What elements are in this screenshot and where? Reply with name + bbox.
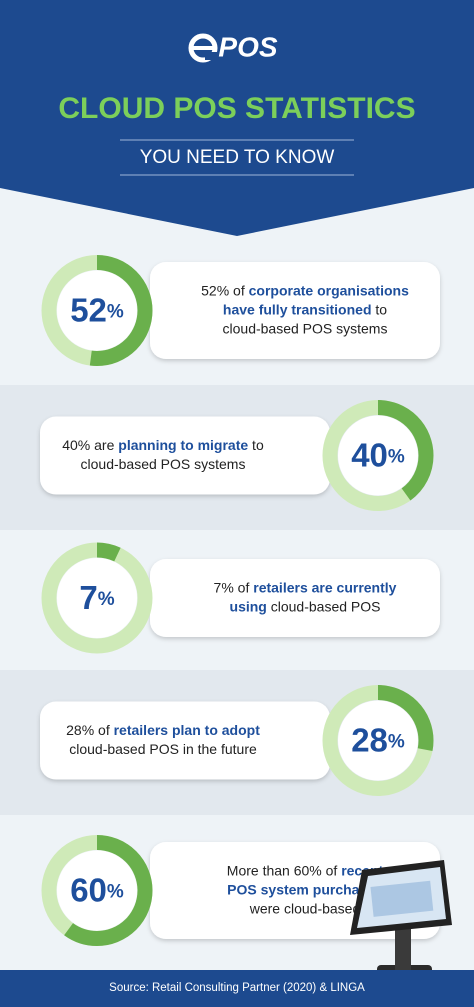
text-segment: to (248, 437, 264, 453)
stat-row: 52% 52% of corporate organisations have fu… (41, 255, 440, 366)
stats: 52% 52% of corporate organisations have fu… (40, 255, 440, 946)
stat-text: cloud-based POS systems (81, 456, 246, 472)
percent-label: 52% (70, 291, 124, 328)
percent-label: 7% (79, 579, 114, 616)
percent-label: 40% (351, 436, 405, 473)
stat-text: using cloud-based POS (230, 598, 381, 614)
donut-arc (322, 400, 434, 511)
donut-hole (338, 415, 418, 496)
donut-arc (41, 542, 153, 654)
donut-hole (57, 558, 137, 638)
text-segment: 7% of (214, 579, 254, 595)
highlight: retailers are currently (253, 579, 396, 595)
header-bg (0, 0, 474, 236)
donut-hole (57, 270, 137, 351)
highlight: corporate organisations (249, 282, 409, 298)
text-segment: cloud-based POS (267, 598, 381, 614)
text-segment: were cloud-based (249, 900, 361, 916)
highlight: using (230, 598, 267, 614)
text-segment: More than 60% of (227, 862, 341, 878)
stat-text: More than 60% of recent (227, 862, 384, 878)
donut-hole (338, 700, 418, 781)
stat-text: cloud-based POS systems (223, 320, 388, 336)
text-segment: to (372, 301, 388, 317)
highlight: retailers plan to adopt (114, 722, 261, 738)
logo: POS (218, 31, 277, 62)
stat-text: 52% of corporate organisations (201, 282, 409, 298)
stat-card (150, 262, 440, 359)
stat-text: 7% of retailers are currently (214, 579, 397, 595)
title: CLOUD POS STATISTICS (58, 92, 415, 125)
donut-arc (41, 255, 153, 366)
stat-card (40, 416, 330, 495)
highlight: POS system purchases (227, 881, 383, 897)
percent-label: 28% (351, 721, 405, 758)
donut-hole (57, 850, 137, 931)
source: Source: Retail Consulting Partner (2020)… (109, 982, 365, 994)
stat-text: POS system purchases (227, 881, 383, 897)
logo-icon (188, 33, 218, 63)
stat-card (150, 559, 440, 637)
text-segment: 28% of (66, 722, 113, 738)
text-segment: cloud-based POS systems (223, 320, 388, 336)
stat-row: 40%40% are planning to migrate tocloud-b… (40, 400, 434, 511)
stat-text: have fully transitioned to (223, 301, 387, 317)
stat-card (40, 701, 330, 780)
text-segment: cloud-based POS in the future (69, 741, 257, 757)
stat-text: 40% are planning to migrate to (62, 437, 264, 453)
text-segment: cloud-based POS systems (81, 456, 246, 472)
highlight: planning to migrate (118, 437, 248, 453)
stat-row: 7% 7% of retailers are currently using clo… (41, 542, 440, 654)
footer-bg (0, 970, 474, 1007)
donut-arc (41, 835, 153, 946)
text-segment: 52% of (201, 282, 248, 298)
text-segment: 40% are (62, 437, 118, 453)
highlight: have fully transitioned (223, 301, 372, 317)
stat-text: 28% of retailers plan to adopt (66, 722, 260, 738)
percent-label: 60% (70, 871, 124, 908)
stat-text: were cloud-based (249, 900, 361, 916)
donut-arc (322, 685, 434, 796)
subtitle: YOU NEED TO KNOW (140, 147, 335, 168)
stat-row: 28% 28% of retailers plan to adopt cloud-b… (40, 685, 434, 796)
stat-text: cloud-based POS in the future (69, 741, 257, 757)
